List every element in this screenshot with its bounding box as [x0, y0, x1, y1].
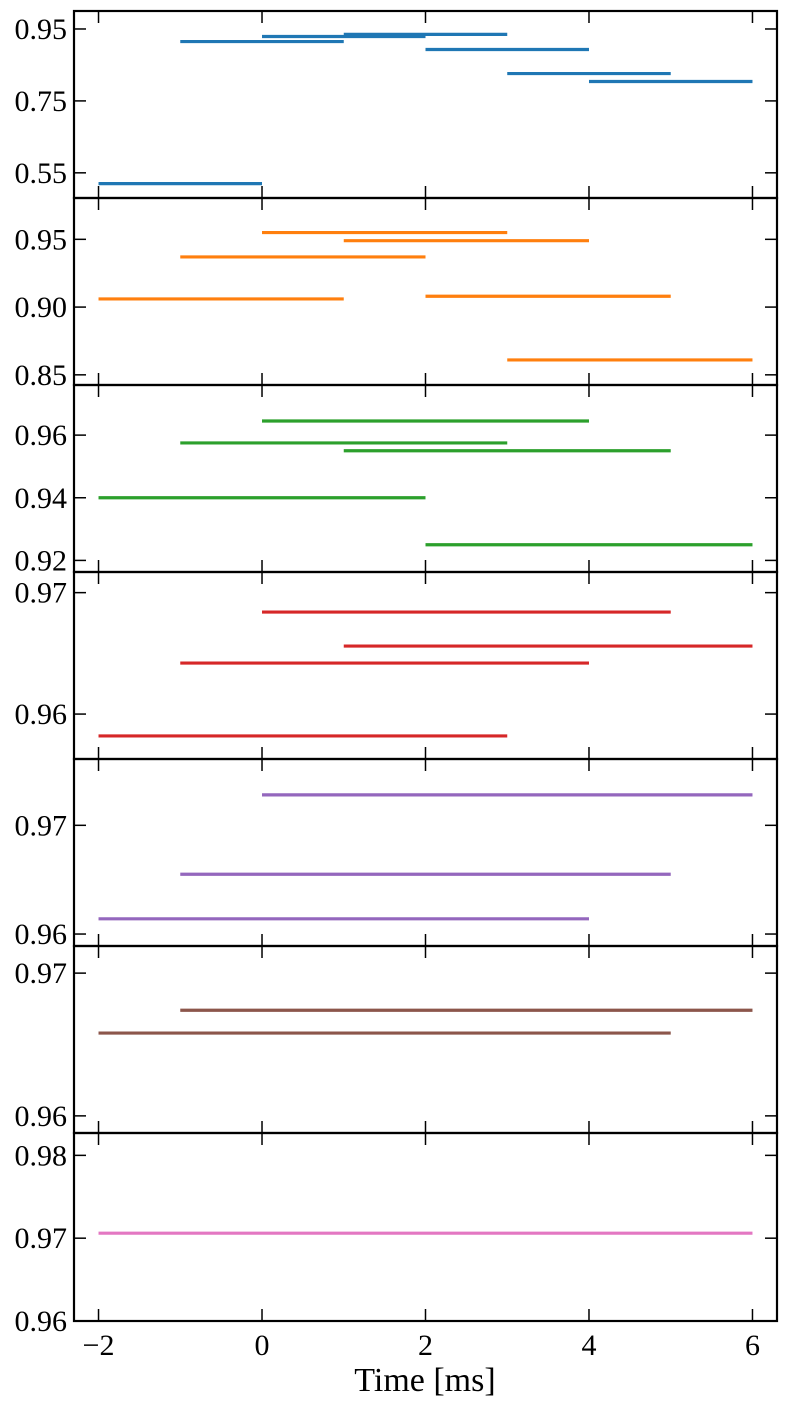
- x-tick-label-1: −2: [83, 1329, 115, 1362]
- panel-1-y-tick-label-1: 0.55: [15, 157, 68, 190]
- panel-5-y-tick-label-2: 0.97: [15, 809, 68, 842]
- panel-1-y-tick-label-3: 0.95: [15, 13, 68, 46]
- panel-7-y-tick-label-3: 0.98: [15, 1139, 68, 1172]
- panel-7-y-tick-label-2: 0.97: [15, 1222, 68, 1255]
- panel-4-frame: [72, 570, 779, 761]
- panel-4: 0.96 0.97: [15, 570, 779, 761]
- panel-5: 0.96 0.97: [15, 757, 779, 951]
- panel-1: 0.55 0.75 0.95: [15, 9, 779, 200]
- x-tick-label-4: 4: [581, 1329, 596, 1362]
- panel-6-y-tick-label-2: 0.97: [15, 957, 68, 990]
- panel-4-y-tick-label-1: 0.96: [15, 698, 68, 731]
- panel-1-frame: [72, 9, 779, 200]
- panel-7-y-tick-label-1: 0.96: [15, 1305, 68, 1338]
- x-axis-label: Time [ms]: [354, 1362, 495, 1399]
- panel-2-y-tick-label-2: 0.90: [15, 291, 68, 324]
- panel-6: 0.96 0.97: [15, 944, 779, 1135]
- panel-3: 0.92 0.94 0.96: [15, 383, 779, 577]
- panel-2-y-tick-label-3: 0.95: [15, 223, 68, 256]
- panel-3-y-tick-label-1: 0.92: [15, 544, 68, 577]
- panel-2-y-tick-label-1: 0.85: [15, 359, 68, 392]
- x-tick-label-2: 0: [255, 1329, 270, 1362]
- panel-7: 0.96 0.97 0.98: [15, 1131, 779, 1338]
- panel-1-y-tick-label-2: 0.75: [15, 85, 68, 118]
- panel-4-y-tick-label-2: 0.97: [15, 577, 68, 610]
- panel-2-frame: [72, 196, 779, 387]
- panels-layer: 0.550.750.950.850.900.950.920.940.960.96…: [15, 9, 779, 1362]
- x-tick-label-3: 2: [418, 1329, 433, 1362]
- panel-5-y-tick-label-1: 0.96: [15, 918, 68, 951]
- x-tick-label-5: 6: [745, 1329, 760, 1362]
- panel-6-frame: [72, 944, 779, 1135]
- panel-2: 0.85 0.90 0.95: [15, 196, 779, 392]
- panel-7-frame: [72, 1131, 779, 1323]
- panel-3-y-tick-label-2: 0.94: [15, 482, 68, 515]
- panel-3-y-tick-label-3: 0.96: [15, 419, 68, 452]
- panel-6-y-tick-label-1: 0.96: [15, 1100, 68, 1133]
